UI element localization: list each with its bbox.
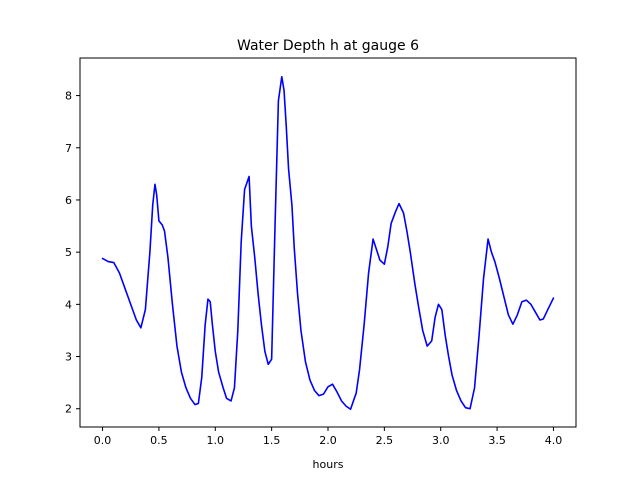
y-tick-label: 5 [65, 246, 72, 259]
y-tick-label: 2 [65, 403, 72, 416]
y-tick-label: 7 [65, 142, 72, 155]
x-tick-label: 1.0 [207, 434, 225, 447]
x-axis-label: hours [313, 458, 344, 471]
x-tick-label: 4.0 [545, 434, 563, 447]
x-tick-label: 3.5 [488, 434, 506, 447]
x-tick-label: 0.0 [94, 434, 112, 447]
y-tick-label: 4 [65, 298, 72, 311]
y-tick-label: 8 [65, 90, 72, 103]
y-tick-label: 3 [65, 351, 72, 364]
x-tick-label: 1.5 [263, 434, 281, 447]
x-tick-label: 2.0 [319, 434, 337, 447]
y-tick-label: 6 [65, 194, 72, 207]
x-tick-label: 0.5 [150, 434, 168, 447]
chart-title: Water Depth h at gauge 6 [237, 38, 419, 54]
plot-area: 0.0 0.5 1.0 1.5 2.0 2.5 3.0 3.5 4.0 2 3 4 5 6 7 8 [65, 57, 577, 447]
x-tick-label: 3.0 [432, 434, 450, 447]
series-line-0 [101, 75, 555, 411]
x-tick-label: 2.5 [376, 434, 394, 447]
